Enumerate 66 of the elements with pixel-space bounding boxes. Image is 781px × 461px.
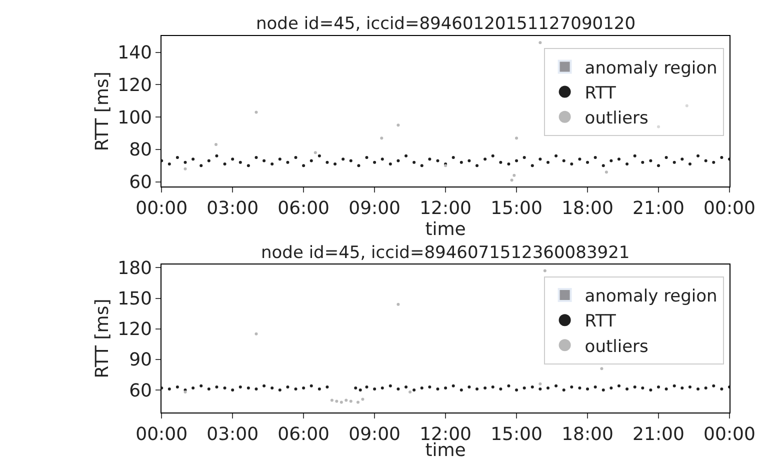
x-tick-label: 09:00 [348, 198, 400, 220]
y-tick-label: 60 [129, 380, 152, 402]
point [396, 302, 400, 306]
x-tick-label: 09:00 [348, 424, 400, 446]
y-tick-label: 180 [118, 258, 152, 279]
y-tick-label: 100 [118, 107, 152, 128]
point [538, 382, 542, 386]
legend-label: anomaly region [584, 58, 718, 78]
y-tick-label: 120 [118, 74, 152, 96]
x-tick-label: 03:00 [206, 424, 259, 446]
point [512, 174, 516, 177]
y-tick-label: 80 [129, 140, 152, 161]
y-tick-label: 120 [118, 319, 152, 340]
y-axis-title: RTT [ms] [92, 72, 113, 152]
point [356, 400, 360, 404]
point [361, 398, 364, 401]
x-tick-label: 18:00 [562, 424, 614, 446]
point [685, 104, 688, 108]
legend-label: RTT [584, 312, 616, 332]
point [184, 390, 187, 394]
point [314, 151, 317, 154]
point [330, 398, 334, 402]
point [254, 332, 258, 336]
x-tick-label: 03:00 [206, 198, 259, 220]
x-tick-label: 15:00 [490, 198, 542, 220]
y-tick-label: 90 [129, 350, 152, 371]
y-tick-label: 140 [118, 42, 152, 64]
point [515, 136, 518, 140]
x-tick-label: 12:00 [420, 198, 472, 220]
y-tick-label: 150 [118, 288, 152, 310]
point [538, 41, 542, 44]
x-tick-label: 06:00 [278, 424, 330, 446]
point [510, 178, 514, 182]
x-tick-label: 21:00 [632, 424, 684, 446]
point [254, 110, 258, 114]
legend-label: outliers [584, 108, 649, 129]
x-tick-label: 00:00 [704, 198, 756, 220]
legend-label: RTT [584, 83, 616, 104]
x-tick-label: 15:00 [490, 424, 542, 446]
x-axis-title: time [425, 440, 466, 461]
x-tick-label: 00:00 [136, 198, 188, 220]
y-axis-title: RTT [ms] [92, 298, 113, 378]
point [335, 400, 338, 403]
point [543, 269, 546, 272]
chart-title: node id=45, iccid=8946071512360083921 [261, 243, 630, 263]
point [408, 390, 412, 394]
legend-label: outliers [584, 336, 649, 357]
point [656, 125, 660, 128]
x-tick-label: 18:00 [562, 198, 614, 220]
legend-label: anomaly region [584, 286, 718, 307]
x-tick-label: 00:00 [136, 424, 188, 446]
point [184, 167, 187, 170]
point [214, 143, 218, 146]
y-tick-label: 60 [129, 172, 152, 194]
chart-title: node id=45, iccid=89460120151127090120 [256, 14, 636, 34]
point [380, 136, 384, 140]
point [344, 398, 348, 402]
point [340, 400, 343, 404]
point [604, 170, 608, 174]
point [600, 367, 604, 370]
x-tick-label: 21:00 [632, 198, 684, 220]
x-axis-title: time [425, 219, 466, 240]
point [349, 400, 352, 403]
point [396, 124, 400, 127]
x-tick-label: 00:00 [704, 424, 756, 446]
x-tick-label: 06:00 [278, 198, 330, 220]
